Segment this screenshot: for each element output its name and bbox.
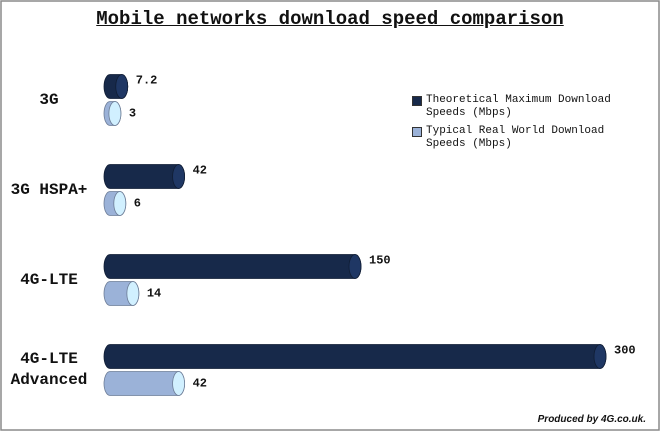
legend-label: Typical Real World Download Speeds (Mbps… <box>426 125 605 150</box>
value-label: 150 <box>369 254 391 268</box>
bar-cap <box>172 371 186 396</box>
y-tick-label: 3G <box>39 90 59 109</box>
bar-cap <box>126 281 140 306</box>
bar-cap <box>108 101 122 126</box>
bar-cap <box>115 74 129 99</box>
legend-entry: Typical Real World Download Speeds (Mbps… <box>412 125 642 151</box>
bar-cap <box>348 254 362 279</box>
bar-cap <box>113 191 127 216</box>
chart-title: Mobile networks download speed compariso… <box>96 8 564 30</box>
value-label: 7.2 <box>136 74 158 88</box>
y-tick-label: 3G HSPA+ <box>10 180 88 199</box>
value-label: 3 <box>129 107 136 121</box>
value-label: 14 <box>147 287 161 301</box>
legend-entry: Theoretical Maximum Download Speeds (Mbp… <box>412 94 642 120</box>
legend-label: Theoretical Maximum Download Speeds (Mbp… <box>426 94 611 119</box>
bar <box>103 254 362 279</box>
value-label: 42 <box>193 164 207 178</box>
credit: Produced by 4G.co.uk. <box>537 414 646 425</box>
value-label: 6 <box>134 197 141 211</box>
value-label: 300 <box>614 344 636 358</box>
legend-swatch <box>412 127 422 137</box>
bar <box>103 344 607 369</box>
y-tick-label: 4G-LTE Advanced <box>10 350 88 389</box>
y-tick-label: 4G-LTE <box>20 270 78 289</box>
bar-cap <box>172 164 186 189</box>
value-label: 42 <box>193 377 207 391</box>
legend-swatch <box>412 96 422 106</box>
bar-cap <box>593 344 607 369</box>
